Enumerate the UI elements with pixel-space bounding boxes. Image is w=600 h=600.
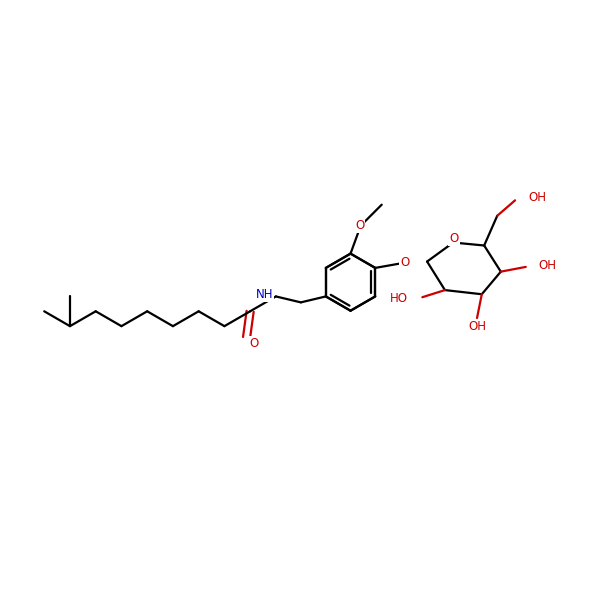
Text: NH: NH <box>256 288 273 301</box>
Text: OH: OH <box>528 191 546 205</box>
Text: O: O <box>400 256 410 269</box>
Text: O: O <box>449 232 458 245</box>
Text: OH: OH <box>468 320 486 333</box>
Text: HO: HO <box>389 292 407 305</box>
Text: O: O <box>250 337 259 350</box>
Text: OH: OH <box>539 259 557 272</box>
Text: O: O <box>355 218 364 232</box>
